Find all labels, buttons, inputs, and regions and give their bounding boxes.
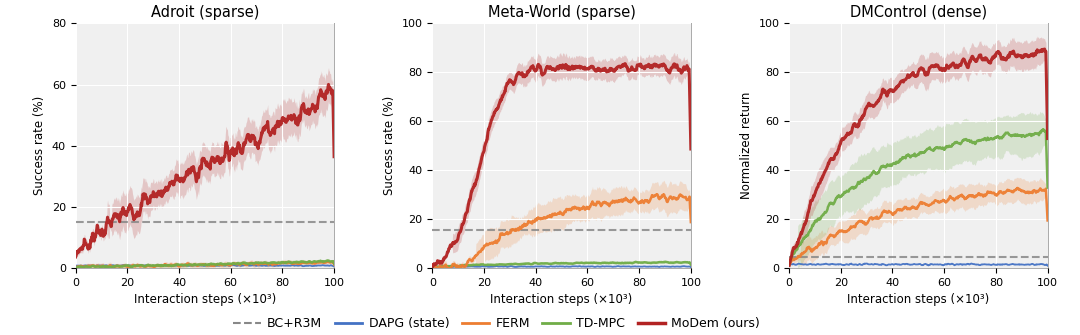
Y-axis label: Success rate (%): Success rate (%) [33, 96, 46, 195]
Title: Meta-World (sparse): Meta-World (sparse) [488, 4, 635, 19]
X-axis label: Interaction steps (×10³): Interaction steps (×10³) [134, 293, 276, 306]
Y-axis label: Success rate (%): Success rate (%) [383, 96, 396, 195]
Title: Adroit (sparse): Adroit (sparse) [151, 4, 259, 19]
X-axis label: Interaction steps (×10³): Interaction steps (×10³) [847, 293, 989, 306]
Legend: BC+R3M, DAPG (state), FERM, TD-MPC, MoDem (ours): BC+R3M, DAPG (state), FERM, TD-MPC, MoDe… [229, 313, 765, 335]
Title: DMControl (dense): DMControl (dense) [850, 4, 987, 19]
Y-axis label: Normalized return: Normalized return [740, 92, 753, 199]
X-axis label: Interaction steps (×10³): Interaction steps (×10³) [490, 293, 633, 306]
